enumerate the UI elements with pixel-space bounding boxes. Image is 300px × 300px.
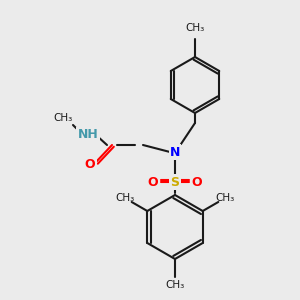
Text: S: S xyxy=(170,176,179,188)
Text: CH₃: CH₃ xyxy=(216,193,235,203)
Text: O: O xyxy=(192,176,202,188)
Text: CH₃: CH₃ xyxy=(53,113,73,123)
Text: N: N xyxy=(170,146,180,158)
Text: O: O xyxy=(148,176,158,188)
Text: NH: NH xyxy=(78,128,98,142)
Text: CH₃: CH₃ xyxy=(165,280,184,290)
Text: CH₃: CH₃ xyxy=(185,23,205,33)
Text: CH₃: CH₃ xyxy=(115,193,134,203)
Text: O: O xyxy=(85,158,95,170)
